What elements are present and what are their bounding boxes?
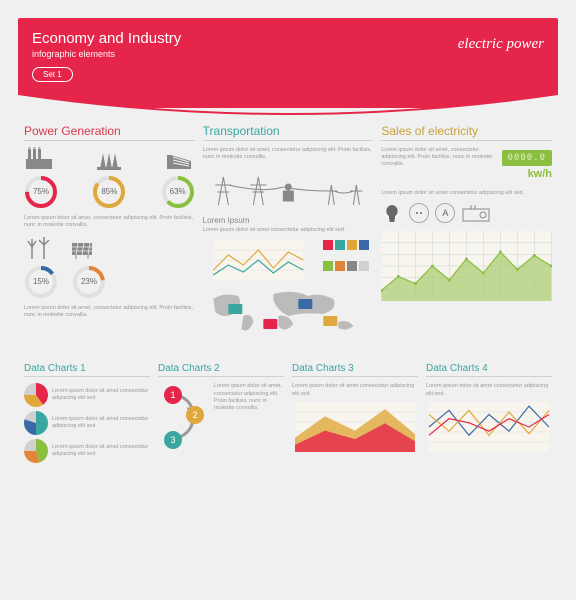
donut-row-1: 75%85%63% — [24, 175, 195, 209]
chart-title: Data Charts 1 — [24, 363, 150, 377]
sales-section: Sales of electricity Lorem ipsum dolor s… — [381, 124, 552, 349]
step-diagram: 123 — [158, 383, 208, 453]
header-swoop — [18, 94, 558, 122]
multiline-chart — [426, 402, 552, 452]
lorem-text: Lorem ipsum dolor sit amet, consectetur … — [24, 305, 195, 319]
section-title: Sales of electricity — [381, 124, 552, 141]
lorem-text: Lorem ipsum dolor sit amet consectetur a… — [203, 227, 374, 234]
data-charts-2: Data Charts 2 123 Lorem ipsum dolor sit … — [158, 363, 284, 463]
lorem-text: Lorem ipsum dolor sit amet, consectetur … — [214, 383, 284, 453]
nuclear-icon — [94, 147, 124, 171]
mini-line-chart — [203, 240, 314, 280]
set-badge: Set 1 — [32, 67, 73, 82]
lorem-text: Lorem ipsum dolor sit amet, consectetur … — [24, 215, 195, 229]
bulb-icon — [381, 203, 403, 225]
renewable-icons — [24, 237, 195, 261]
chart-title: Data Charts 3 — [292, 363, 418, 377]
data-charts-1: Data Charts 1 Lorem ipsum dolor sit amet… — [24, 363, 150, 463]
section-title: Transportation — [203, 124, 374, 141]
meter-display: 0000.0 — [502, 150, 553, 166]
donut-row-2: 15%23% — [24, 265, 195, 299]
meter-unit: kw/h — [502, 168, 553, 180]
socket-icon — [409, 203, 429, 223]
dam-icon — [165, 147, 195, 171]
lorem-text: Lorem ipsum dolor sit amet, consectetur … — [381, 147, 493, 168]
data-charts-4: Data Charts 4 Lorem ipsum dolor sit amet… — [426, 363, 552, 463]
ammeter-icon: A — [435, 203, 455, 223]
category-label: electric power — [458, 36, 544, 53]
lorem-text: Lorem ipsum dolor sit amet, consectetur … — [203, 147, 374, 161]
chart-title: Data Charts 4 — [426, 363, 552, 377]
header: Economy and Industry infographic element… — [18, 18, 558, 108]
wind-icon — [24, 237, 54, 261]
factory-icon — [24, 147, 54, 171]
lorem-text: Lorem ipsum dolor sit amet consectetur a… — [426, 383, 552, 397]
pie-charts: Lorem ipsum dolor sit amet consectetur a… — [24, 383, 150, 463]
circuit-icon — [461, 203, 491, 225]
data-charts-3: Data Charts 3 Lorem ipsum dolor sit amet… — [292, 363, 418, 463]
sub-label: Lorem Ipsum — [203, 216, 374, 225]
sales-area-chart — [381, 231, 552, 301]
chart-title: Data Charts 2 — [158, 363, 284, 377]
stacked-area-chart — [292, 402, 418, 452]
color-swatches — [323, 240, 373, 280]
section-title: Power Generation — [24, 124, 195, 141]
transportation-section: Transportation Lorem ipsum dolor sit ame… — [203, 124, 374, 349]
plant-icons — [24, 147, 195, 171]
power-lines-icon — [203, 167, 374, 207]
power-generation-section: Power Generation 75%85%63% Lorem ipsum d… — [24, 124, 195, 349]
solar-icon — [68, 237, 98, 261]
lorem-text: Lorem ipsum dolor sit amet consectetur a… — [381, 190, 552, 197]
lorem-text: Lorem ipsum dolor sit amet consectetur a… — [292, 383, 418, 397]
world-map — [203, 284, 374, 344]
electricity-icons: A — [381, 203, 552, 225]
